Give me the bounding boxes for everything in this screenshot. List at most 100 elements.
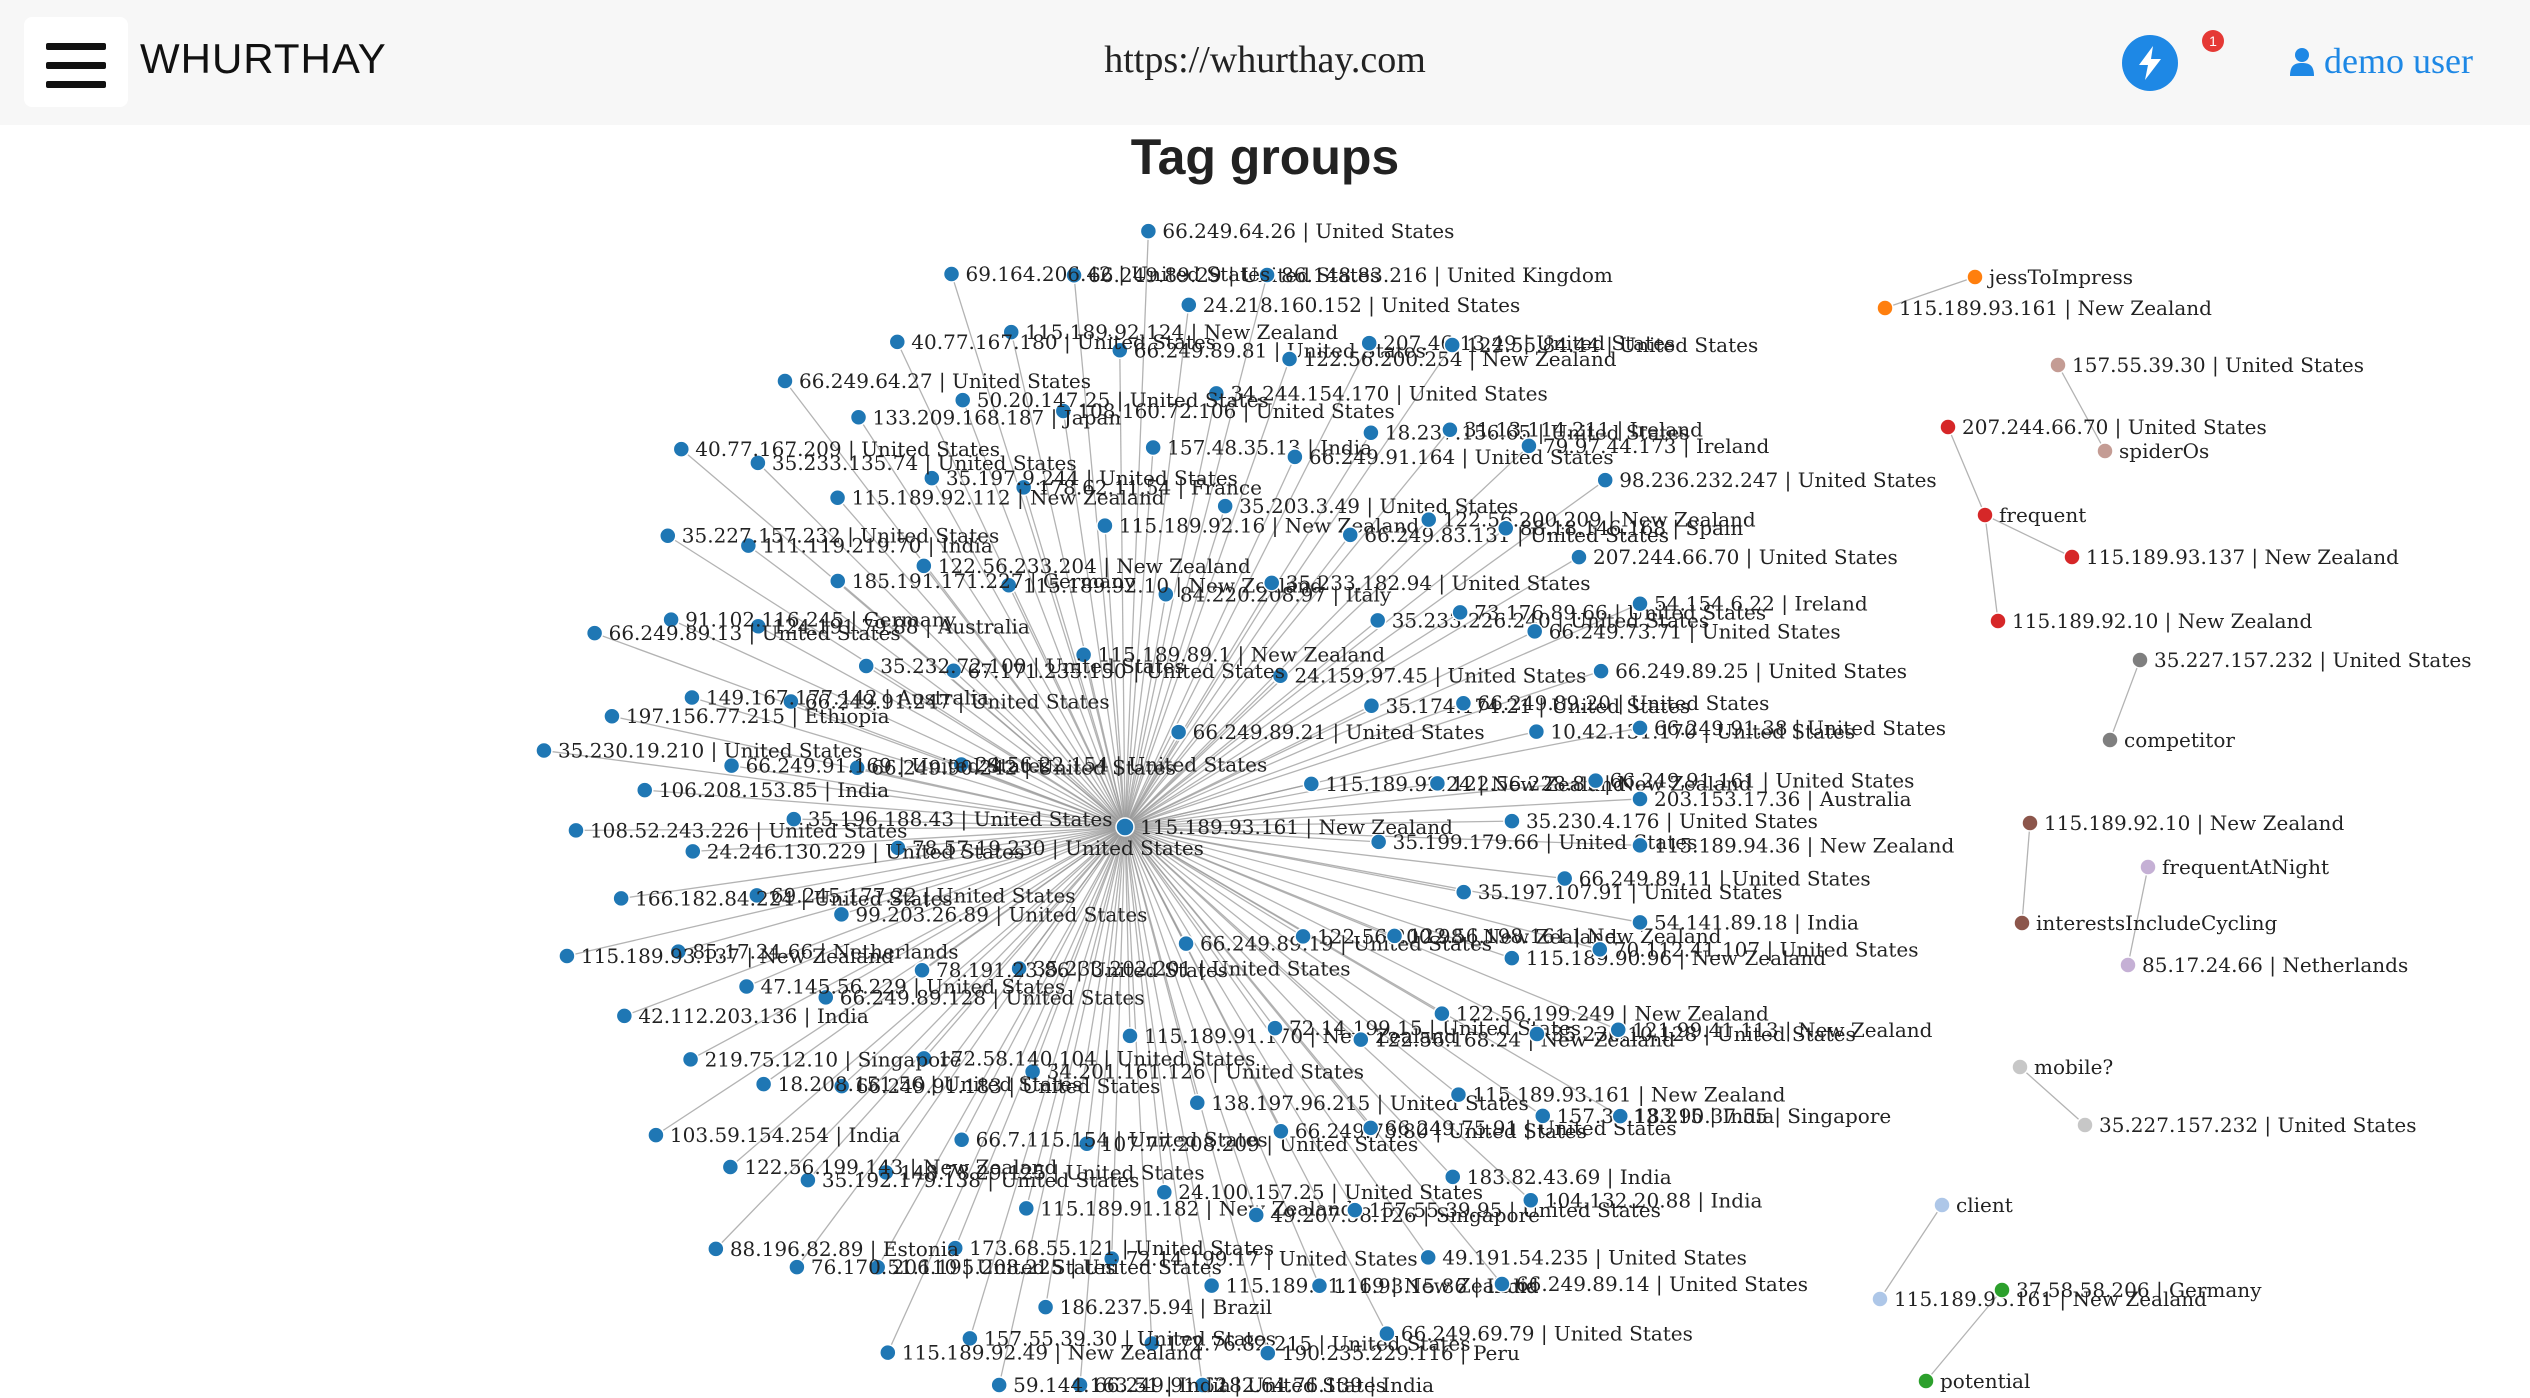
- graph-node-dot[interactable]: [868, 1258, 887, 1276]
- graph-node-dot[interactable]: [1139, 222, 1158, 240]
- graph-node-dot[interactable]: [1385, 927, 1404, 945]
- ip-node-185-191-171-227-germany[interactable]: 185.191.171.227 | Germany: [829, 569, 1136, 594]
- ip-node-35-196-188-43-united-states[interactable]: 35.196.188.43 | United States: [785, 807, 1113, 832]
- graph-node-dot[interactable]: [1939, 418, 1957, 436]
- graph-node-dot[interactable]: [1449, 1085, 1468, 1104]
- graph-node-dot[interactable]: [669, 942, 688, 961]
- graph-node-dot[interactable]: [2131, 651, 2149, 669]
- graph-node-dot[interactable]: [585, 624, 604, 642]
- ip-node-207-244-66-70-united-states[interactable]: 207.244.66.70 | United States: [1570, 545, 1898, 570]
- ip-node-59-144-163-51-india[interactable]: 59.144.163.51 | India: [990, 1373, 1231, 1398]
- graph-node-dot[interactable]: [1207, 384, 1226, 403]
- graph-node-dot[interactable]: [754, 1075, 773, 1093]
- graph-node-dot[interactable]: [1271, 666, 1290, 685]
- ip-node-66-249-89-13-united-states[interactable]: 66.249.89.13 | United States: [585, 621, 901, 646]
- graph-node-dot[interactable]: [749, 454, 767, 472]
- ip-node-104-132-20-88-india[interactable]: 104.132.20.88 | India: [1521, 1188, 1763, 1213]
- graph-node-dot[interactable]: [942, 265, 961, 283]
- ip-node-115-189-92-112-new-zealand[interactable]: 115.189.92.112 | New Zealand: [828, 486, 1165, 511]
- graph-node-dot[interactable]: [829, 572, 847, 590]
- ip-node-108-160-72-106-united-states[interactable]: 108.160.72.106 | United States: [1054, 399, 1395, 424]
- graph-node-dot[interactable]: [662, 610, 680, 629]
- ip-node-219-75-12-10-singapore[interactable]: 219.75.12.10 | Singapore: [681, 1047, 962, 1072]
- ip-node-24-159-97-45-united-states[interactable]: 24.159.97.45 | United States: [1271, 664, 1586, 689]
- graph-node-dot[interactable]: [1451, 603, 1469, 622]
- tag-node-competitor[interactable]: competitor: [2101, 728, 2235, 752]
- ip-node-35-227-157-232-united-states[interactable]: 35.227.157.232 | United States: [659, 524, 999, 549]
- ip-node-88-196-82-89-estonia[interactable]: 88.196.82.89 | Estonia: [707, 1237, 959, 1262]
- graph-node-dot[interactable]: [832, 1077, 851, 1095]
- graph-node-dot[interactable]: [952, 755, 971, 774]
- graph-node-dot[interactable]: [2063, 548, 2081, 566]
- graph-node-dot[interactable]: [1433, 1004, 1451, 1023]
- ip-node-49-191-54-235-united-states[interactable]: 49.191.54.235 | United States: [1419, 1245, 1747, 1270]
- ip-node-24-218-160-152-united-states[interactable]: 24.218.160.152 | United States: [1180, 293, 1520, 318]
- ip-node-122-56-233-204-new-zealand[interactable]: 122.56.233.204 | New Zealand: [915, 554, 1251, 579]
- graph-node-dot[interactable]: [1065, 266, 1083, 284]
- tag-groups-graph[interactable]: 66.249.89.21 | United States 66.249.89.19…: [0, 205, 2530, 1398]
- graph-node-dot[interactable]: [1280, 350, 1299, 368]
- graph-node-dot[interactable]: [647, 1126, 665, 1144]
- ip-node-115-189-91-182-new-zealand[interactable]: 115.189.91.182 | New Zealand: [1017, 1196, 1353, 1221]
- graph-node-dot[interactable]: [1017, 1199, 1036, 1218]
- ip-node-88-18-146-168-spain[interactable]: 88.18.146.168 | Spain: [1496, 516, 1744, 541]
- graph-node-dot[interactable]: [1631, 594, 1649, 613]
- tag-node-potential[interactable]: potential: [1917, 1369, 2030, 1393]
- graph-node-dot[interactable]: [681, 1050, 700, 1069]
- ip-node-157-55-39-95-united-states[interactable]: 157.55.39.95 | United States: [1346, 1198, 1661, 1223]
- tag-node-jesstoimpress[interactable]: jessToImpress: [1966, 265, 2133, 289]
- graph-node-dot[interactable]: [1521, 1191, 1540, 1210]
- tag-member-node[interactable]: 115.189.93.161 | New Zealand: [1871, 1287, 2207, 1312]
- ip-node-24-246-130-229-united-states[interactable]: 24.246.130.229 | United States: [684, 839, 1024, 864]
- graph-node-dot[interactable]: [952, 1130, 971, 1149]
- ip-node-115-189-94-36-new-zealand[interactable]: 115.189.94.36 | New Zealand: [1631, 833, 1954, 858]
- graph-node-dot[interactable]: [535, 741, 553, 760]
- graph-node-dot[interactable]: [1169, 723, 1188, 741]
- graph-node-dot[interactable]: [1010, 959, 1028, 978]
- graph-node-dot[interactable]: [748, 886, 766, 905]
- graph-node-dot[interactable]: [782, 692, 800, 711]
- ip-node-34-201-161-126-united-states[interactable]: 34.201.161.126 | United States: [1023, 1060, 1364, 1085]
- graph-node-dot[interactable]: [1454, 883, 1473, 901]
- graph-node-dot[interactable]: [1871, 1290, 1889, 1308]
- graph-node-dot[interactable]: [877, 1163, 895, 1182]
- ip-node-72-14-199-17-united-states[interactable]: 72.14.199.17 | United States: [1102, 1247, 1418, 1272]
- ip-node-66-249-73-71-united-states[interactable]: 66.249.73.71 | United States: [1525, 619, 1841, 644]
- graph-node-dot[interactable]: [1611, 1107, 1630, 1125]
- ip-node-40-77-167-209-united-states[interactable]: 40.77.167.209 | United States: [672, 437, 1000, 462]
- ip-node-66-249-73-80-united-states[interactable]: 66.249.73.80 | United States: [1272, 1119, 1587, 1144]
- graph-node-dot[interactable]: [1259, 1344, 1277, 1362]
- graph-node-dot[interactable]: [1443, 336, 1461, 354]
- ip-node-103-59-154-254-india[interactable]: 103.59.154.254 | India: [647, 1123, 900, 1148]
- graph-node-dot[interactable]: [1054, 402, 1073, 420]
- ip-node-66-249-91-38-united-states[interactable]: 66.249.91.38 | United States: [1631, 716, 1946, 741]
- graph-node-dot[interactable]: [1534, 1107, 1552, 1125]
- ip-node-172-76-82-215-united-states[interactable]: 172.76.82.215 | United States: [1143, 1331, 1471, 1356]
- graph-node-dot[interactable]: [1493, 1275, 1511, 1293]
- ip-node-111-119-219-70-india[interactable]: 111.119.219.70 | India: [739, 534, 993, 559]
- ip-node-54-154-6-22-ireland[interactable]: 54.154.6.22 | Ireland: [1631, 592, 1868, 617]
- ip-node-35-233-182-94-united-states[interactable]: 35.233.182.94 | United States: [1262, 571, 1591, 596]
- graph-node-dot[interactable]: [1247, 1206, 1265, 1224]
- graph-node-dot[interactable]: [1302, 775, 1321, 793]
- graph-node-dot[interactable]: [1503, 812, 1521, 830]
- ip-node-115-189-92-16-new-zealand[interactable]: 115.189.92.16 | New Zealand: [1096, 514, 1419, 539]
- graph-node-dot[interactable]: [2076, 1116, 2094, 1134]
- ip-node-206-195-208-225-united-states[interactable]: 206.195.208.225 | United States: [868, 1255, 1222, 1280]
- ip-node-24-56-22-154-united-states[interactable]: 24.56.22.154 | United States: [952, 753, 1267, 778]
- ip-node-203-153-17-36-australia[interactable]: 203.153.17.36 | Australia: [1631, 787, 1912, 812]
- graph-node-dot[interactable]: [1193, 1376, 1212, 1394]
- menu-toggle-button[interactable]: [24, 17, 128, 107]
- graph-node-dot[interactable]: [683, 688, 701, 707]
- graph-node-dot[interactable]: [915, 1049, 933, 1068]
- graph-node-dot[interactable]: [1596, 471, 1614, 489]
- ip-node-85-17-24-66-netherlands[interactable]: 85.17.24.66 | Netherlands: [669, 940, 959, 965]
- graph-node-dot[interactable]: [1155, 1183, 1174, 1201]
- ip-node-178-62-11-54-france[interactable]: 178.62.11.54 | France: [1014, 475, 1262, 500]
- ip-node-66-249-64-27-united-states[interactable]: 66.249.64.27 | United States: [776, 369, 1091, 394]
- ip-node-24-100-157-25-united-states[interactable]: 24.100.157.25 | United States: [1155, 1180, 1483, 1205]
- ip-node-10-42-131-170-united-states[interactable]: 10.42.131.170 | United States: [1527, 720, 1855, 745]
- ip-node-183-82-43-69-india[interactable]: 183.82.43.69 | India: [1444, 1165, 1672, 1190]
- graph-node-dot[interactable]: [739, 536, 758, 555]
- ip-node-98-236-232-247-united-states[interactable]: 98.236.232.247 | United States: [1596, 468, 1937, 493]
